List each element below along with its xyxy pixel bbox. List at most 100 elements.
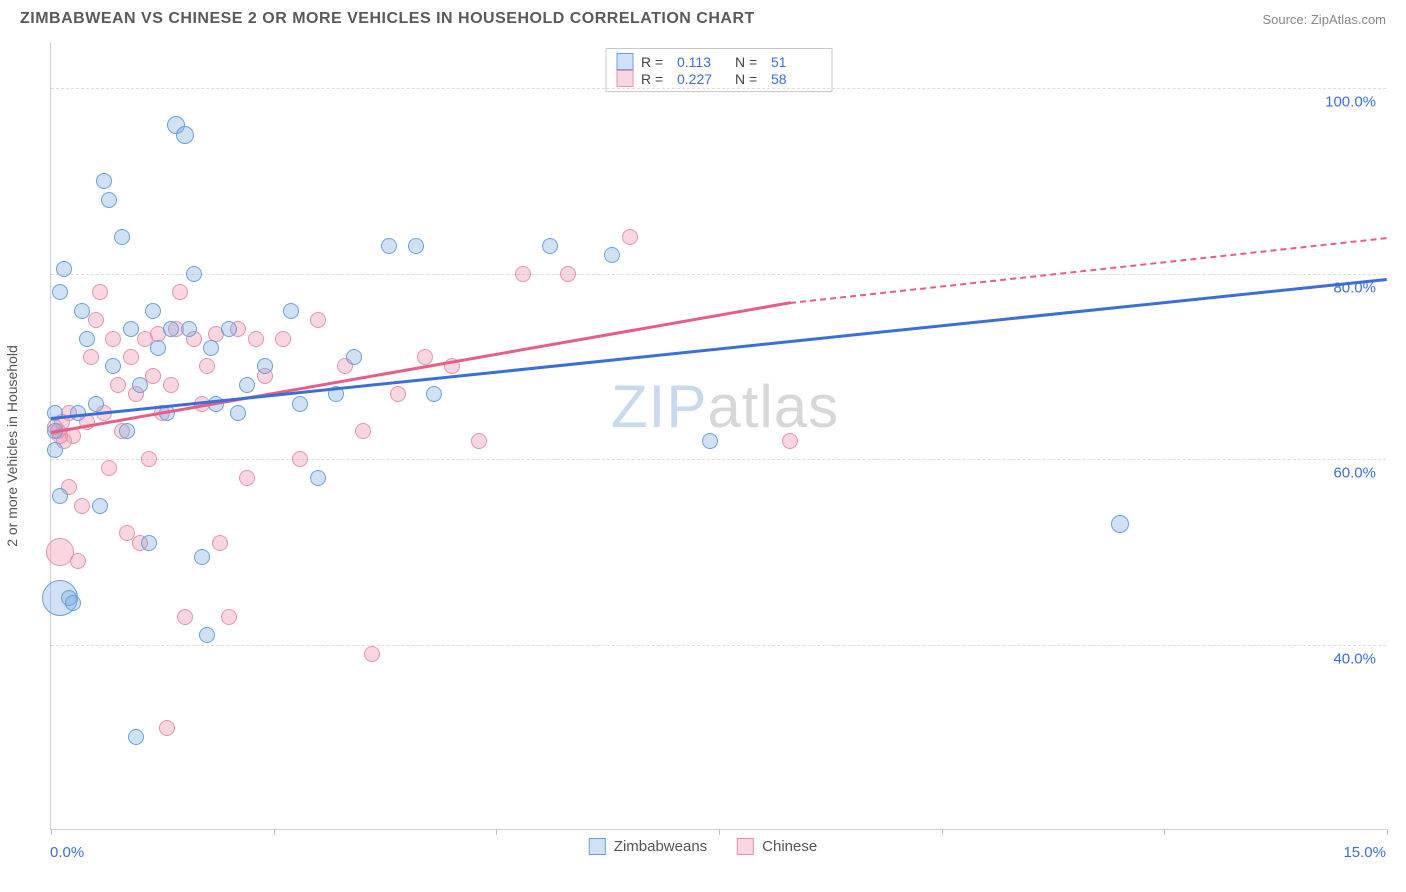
legend-label-zimbabweans: Zimbabweans [614, 838, 707, 855]
x-tick-label: 15.0% [1343, 844, 1386, 861]
chart-plot-area: ZIPatlas R = 0.113 N = 51 R = 0.227 N = … [50, 42, 1386, 830]
scatter-point-chinese [74, 498, 90, 514]
scatter-point-chinese [355, 423, 371, 439]
watermark-zip: ZIP [611, 373, 707, 440]
scatter-point-zimbabweans [381, 238, 397, 254]
header: ZIMBABWEAN VS CHINESE 2 OR MORE VEHICLES… [0, 0, 1406, 36]
legend-label-chinese: Chinese [762, 838, 817, 855]
scatter-point-chinese [417, 349, 433, 365]
scatter-point-chinese [70, 553, 86, 569]
scatter-point-chinese [622, 229, 638, 245]
scatter-point-zimbabweans [283, 303, 299, 319]
n-label: N = [735, 71, 763, 87]
n-value-chinese: 58 [771, 71, 821, 87]
scatter-point-chinese [310, 312, 326, 328]
scatter-point-zimbabweans [199, 627, 215, 643]
scatter-point-zimbabweans [88, 396, 104, 412]
x-tick [496, 829, 497, 835]
scatter-point-zimbabweans [408, 238, 424, 254]
scatter-point-zimbabweans [101, 192, 117, 208]
scatter-point-chinese [92, 284, 108, 300]
x-tick [51, 829, 52, 835]
scatter-point-zimbabweans [194, 549, 210, 565]
scatter-point-chinese [782, 433, 798, 449]
source-label: Source: ZipAtlas.com [1262, 12, 1386, 27]
x-tick [1164, 829, 1165, 835]
scatter-point-zimbabweans [604, 247, 620, 263]
trendline-chinese-extrapolated [790, 237, 1387, 304]
legend-item-zimbabweans: Zimbabweans [589, 838, 707, 855]
n-label: N = [735, 54, 763, 70]
scatter-point-zimbabweans [96, 173, 112, 189]
scatter-point-chinese [515, 266, 531, 282]
scatter-point-chinese [163, 377, 179, 393]
scatter-point-zimbabweans [346, 349, 362, 365]
scatter-point-zimbabweans [181, 321, 197, 337]
scatter-point-chinese [199, 358, 215, 374]
series-legend: Zimbabweans Chinese [589, 838, 817, 855]
scatter-point-zimbabweans [65, 595, 81, 611]
gridline [51, 88, 1386, 89]
scatter-point-zimbabweans [150, 340, 166, 356]
scatter-point-zimbabweans [702, 433, 718, 449]
swatch-chinese [616, 70, 633, 87]
scatter-point-zimbabweans [186, 266, 202, 282]
scatter-point-zimbabweans [203, 340, 219, 356]
r-value-chinese: 0.227 [677, 71, 727, 87]
scatter-point-zimbabweans [426, 386, 442, 402]
scatter-point-chinese [159, 720, 175, 736]
x-tick [942, 829, 943, 835]
trendline-zimbabweans [51, 278, 1387, 420]
trendline-chinese [51, 302, 791, 435]
scatter-point-zimbabweans [128, 729, 144, 745]
gridline [51, 274, 1386, 275]
scatter-point-zimbabweans [176, 126, 194, 144]
scatter-point-chinese [123, 349, 139, 365]
r-label: R = [641, 71, 669, 87]
scatter-point-chinese [390, 386, 406, 402]
scatter-point-chinese [221, 609, 237, 625]
r-label: R = [641, 54, 669, 70]
correlation-legend: R = 0.113 N = 51 R = 0.227 N = 58 [605, 48, 832, 92]
scatter-point-zimbabweans [1111, 515, 1129, 533]
scatter-point-chinese [105, 331, 121, 347]
swatch-zimbabweans [589, 838, 606, 855]
x-tick [274, 829, 275, 835]
watermark: ZIPatlas [611, 372, 839, 441]
scatter-point-zimbabweans [145, 303, 161, 319]
watermark-atlas: atlas [707, 373, 839, 440]
scatter-point-zimbabweans [114, 229, 130, 245]
scatter-point-zimbabweans [56, 261, 72, 277]
scatter-point-chinese [248, 331, 264, 347]
y-tick-label: 60.0% [1333, 465, 1376, 482]
scatter-point-zimbabweans [230, 405, 246, 421]
scatter-point-chinese [471, 433, 487, 449]
scatter-point-zimbabweans [132, 377, 148, 393]
x-tick-label: 0.0% [50, 844, 84, 861]
scatter-point-chinese [275, 331, 291, 347]
scatter-point-zimbabweans [221, 321, 237, 337]
scatter-point-zimbabweans [292, 396, 308, 412]
scatter-point-zimbabweans [79, 331, 95, 347]
scatter-point-zimbabweans [123, 321, 139, 337]
legend-row-zimbabweans: R = 0.113 N = 51 [616, 53, 821, 70]
scatter-point-chinese [364, 646, 380, 662]
scatter-point-zimbabweans [310, 470, 326, 486]
scatter-point-chinese [172, 284, 188, 300]
scatter-point-chinese [83, 349, 99, 365]
scatter-point-zimbabweans [52, 284, 68, 300]
scatter-point-chinese [88, 312, 104, 328]
scatter-point-zimbabweans [239, 377, 255, 393]
legend-row-chinese: R = 0.227 N = 58 [616, 70, 821, 87]
chart-title: ZIMBABWEAN VS CHINESE 2 OR MORE VEHICLES… [20, 10, 755, 28]
scatter-point-chinese [110, 377, 126, 393]
scatter-point-chinese [145, 368, 161, 384]
x-tick [719, 829, 720, 835]
scatter-point-chinese [239, 470, 255, 486]
scatter-point-zimbabweans [52, 488, 68, 504]
gridline [51, 459, 1386, 460]
scatter-point-zimbabweans [257, 358, 273, 374]
x-tick [1387, 829, 1388, 835]
scatter-point-chinese [560, 266, 576, 282]
scatter-point-zimbabweans [92, 498, 108, 514]
